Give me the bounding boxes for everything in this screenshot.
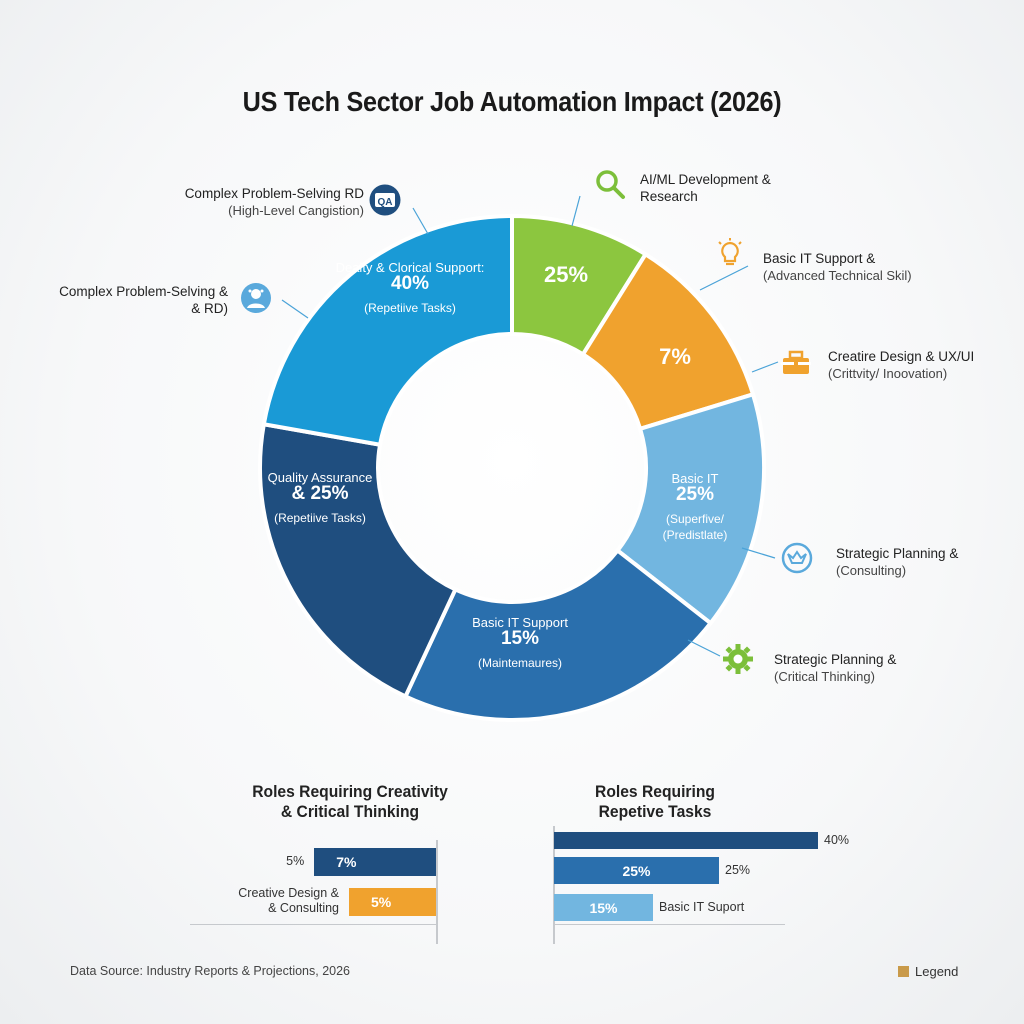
donut-slice-label-1: 7% — [659, 344, 691, 369]
panel-repetitive-axis — [553, 826, 555, 944]
brain-icon — [240, 282, 272, 314]
callout-creative-design: Creatire Design & UX/UI (Crittvity/ Inoo… — [828, 349, 974, 382]
panel-repetitive-title-line1: Roles Requiring — [595, 782, 715, 801]
callout-leader-line-2 — [751, 361, 779, 373]
repetitive-bar-side-label-1: 25% — [725, 862, 751, 877]
creativity-bar-0: 7% — [314, 848, 436, 876]
chart-title: US Tech Sector Job Automation Impact (20… — [242, 86, 782, 117]
donut-slice-label-5: Dealty & Clorical Support: 40% (Repetiive … — [336, 260, 485, 315]
donut-slice-5 — [261, 213, 514, 448]
callout-strategic-consulting-sub: (Consulting) — [836, 562, 907, 578]
legend-label: Legend — [915, 964, 959, 979]
callout-complex-highlevel-sub: (High-Level Cangistion) — [228, 202, 364, 218]
panel-repetitive-title-line2: Repetive Tasks — [598, 802, 712, 822]
callout-complex-rd-title: Complex Problem-Selving & — [59, 284, 228, 299]
donut-slice-label-2: Basic IT 25% (Superfive/(Predistlate) — [663, 471, 728, 542]
callout-leader-line-6 — [412, 207, 429, 235]
callout-leader-line-1 — [699, 265, 749, 291]
panel-creativity-baseline — [190, 924, 438, 925]
legend[interactable]: Legend — [898, 964, 958, 979]
panel-repetitive-title: Roles Requiring Repetive Tasks — [549, 782, 761, 823]
repetitive-bar-side-label-2: Basic IT Suport — [659, 899, 745, 914]
callout-complex-highlevel: Complex Problem-Selving RD (High-Level C… — [185, 186, 364, 219]
qa-icon-text: QA — [378, 197, 393, 208]
callout-strategic-critical: Strategic Planning & (Critical Thinking) — [774, 652, 896, 685]
callout-leader-line-5 — [281, 299, 309, 319]
legend-swatch — [898, 966, 909, 977]
creativity-bar-1: 5% — [349, 888, 436, 916]
callout-ai-ml-title: AI/ML Development & — [640, 172, 771, 187]
creativity-bar-side-label-1: Creative Design & & Consulting — [238, 886, 339, 915]
toolbox-icon — [780, 346, 812, 378]
repetitive-bar-1: 25% — [554, 857, 719, 884]
callout-leader-line-4 — [687, 639, 721, 657]
callout-complex-rd: Complex Problem-Selving & & RD) — [59, 284, 228, 318]
crown-icon — [781, 542, 813, 574]
callout-leader-line-3 — [741, 547, 776, 559]
donut-slice-2 — [614, 391, 766, 626]
callout-basic-it-sub: (Advanced Technical Skil) — [763, 267, 912, 283]
panel-creativity-title: Roles Requiring Creativity & Critical Th… — [240, 782, 461, 823]
callout-creative-title: Creatire Design & UX/UI — [828, 349, 975, 364]
callout-strategic-consulting: Strategic Planning & (Consulting) — [836, 546, 958, 579]
callout-complex-rd-title2: & RD) — [191, 300, 228, 316]
magnifier-icon — [594, 168, 626, 200]
repetitive-bar-0 — [554, 832, 818, 849]
panel-creativity-axis — [436, 840, 438, 944]
callout-creative-sub: (Crittvity/ Inoovation) — [828, 365, 948, 381]
donut-slice-label-0: 25% — [544, 262, 588, 287]
donut-slice-label-4: Quality Assurance & 25% (Repetiive Tasks) — [268, 470, 373, 525]
callout-complex-highlevel-title: Complex Problem-Selving RD — [184, 186, 364, 201]
donut-slice-3 — [402, 547, 714, 722]
donut-slice-4 — [258, 421, 459, 700]
callout-leader-line-0 — [571, 195, 581, 227]
callout-ai-ml-title2: Research — [640, 188, 698, 204]
callout-strategic-critical-sub: (Critical Thinking) — [774, 668, 875, 684]
data-source-note: Data Source: Industry Reports & Projecti… — [70, 964, 351, 978]
repetitive-bar-side-label-0: 40% — [824, 832, 850, 847]
gear-icon — [722, 643, 754, 675]
repetitive-bar-2: 15% — [554, 894, 653, 921]
panel-creativity-title-line1: Roles Requiring Creativity — [252, 782, 448, 801]
callout-basic-it-support: Basic IT Support & (Advanced Technical S… — [763, 251, 912, 284]
callout-strategic-critical-title: Strategic Planning & — [774, 652, 897, 667]
callout-basic-it-title: Basic IT Support & — [763, 251, 876, 266]
lightbulb-icon — [714, 238, 746, 270]
qa-icon: QA — [369, 184, 401, 216]
callout-ai-ml: AI/ML Development & Research — [640, 172, 771, 206]
callout-strategic-consulting-title: Strategic Planning & — [836, 546, 959, 561]
panel-creativity-title-line2: & Critical Thinking — [280, 802, 420, 822]
creativity-bar-side-label-0: 5% — [286, 854, 305, 868]
donut-slice-label-3: Basic IT Support 15% (Maintemaures) — [472, 615, 568, 670]
panel-repetitive-baseline — [553, 924, 785, 925]
